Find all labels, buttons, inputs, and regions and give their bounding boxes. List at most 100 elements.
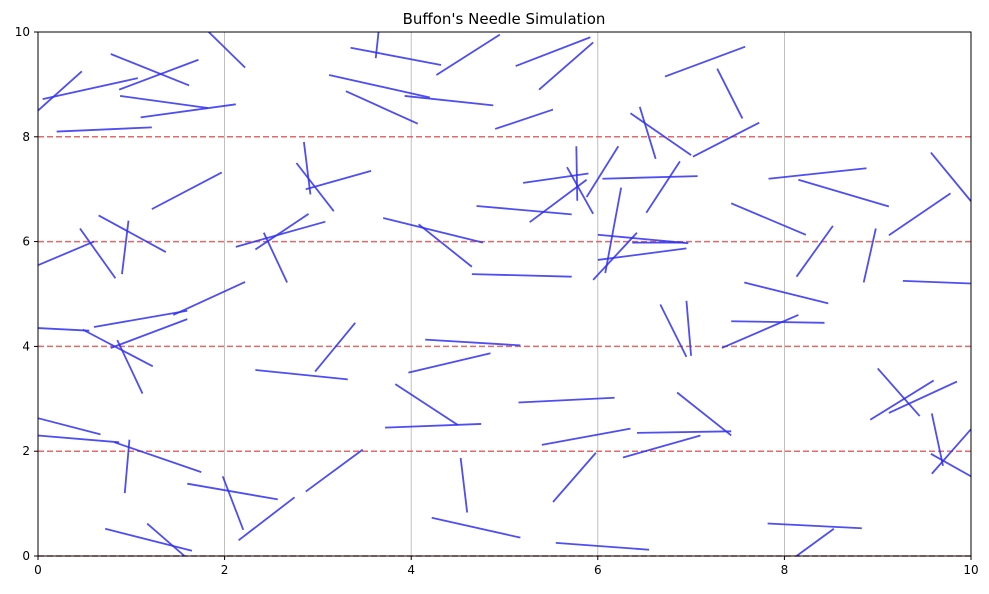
needle xyxy=(79,227,117,279)
needle xyxy=(716,68,744,119)
needle xyxy=(110,53,190,87)
needle xyxy=(140,103,236,119)
needle xyxy=(374,31,380,59)
needle xyxy=(238,496,296,541)
x-tick-label: 0 xyxy=(34,563,42,577)
needle xyxy=(235,220,326,248)
needle xyxy=(552,452,597,503)
needle xyxy=(685,300,692,356)
needle xyxy=(404,95,494,107)
needle xyxy=(123,439,131,494)
needle xyxy=(692,121,760,158)
needle xyxy=(597,233,689,245)
needle xyxy=(328,74,431,99)
x-tick-label: 2 xyxy=(221,563,229,577)
needle xyxy=(408,352,491,374)
x-tick-label: 6 xyxy=(594,563,602,577)
needle xyxy=(575,146,579,201)
needle xyxy=(431,516,521,539)
needle xyxy=(382,217,484,244)
needle xyxy=(877,367,921,417)
needle xyxy=(930,413,944,467)
needle xyxy=(305,448,364,493)
needle xyxy=(638,106,657,160)
needle xyxy=(930,453,972,478)
needle xyxy=(110,318,188,349)
x-tick-label: 4 xyxy=(407,563,415,577)
needle xyxy=(795,528,835,557)
needle xyxy=(515,36,591,67)
x-tick-label: 8 xyxy=(781,563,789,577)
needle xyxy=(538,41,594,91)
needle xyxy=(187,482,278,501)
needle xyxy=(37,240,95,267)
needle xyxy=(82,328,154,368)
y-tick-label: 10 xyxy=(15,25,30,39)
needle xyxy=(602,175,698,180)
needle xyxy=(902,280,972,285)
y-tick-label: 4 xyxy=(22,339,30,353)
needle xyxy=(541,427,631,446)
needle xyxy=(459,457,469,513)
needle xyxy=(566,166,594,215)
needle xyxy=(425,338,521,347)
needle xyxy=(494,108,554,130)
needle xyxy=(104,527,193,552)
needle xyxy=(116,339,144,394)
needle xyxy=(730,202,807,236)
needle xyxy=(869,379,935,421)
needle xyxy=(471,273,572,278)
needle xyxy=(56,126,152,133)
needle xyxy=(629,112,692,156)
needle xyxy=(555,542,650,551)
needle xyxy=(146,522,186,557)
needle xyxy=(731,320,825,324)
x-tick-label: 10 xyxy=(963,563,978,577)
needle xyxy=(314,322,356,373)
needle xyxy=(435,33,501,76)
needle xyxy=(385,423,482,429)
needle xyxy=(121,220,130,275)
needle xyxy=(930,151,972,202)
plot-frame xyxy=(37,31,972,557)
needle xyxy=(345,90,419,125)
needle xyxy=(795,225,834,278)
needle xyxy=(597,247,687,261)
needle xyxy=(744,281,829,305)
needle xyxy=(931,428,972,475)
needle xyxy=(37,327,90,332)
needle xyxy=(305,169,372,191)
needle xyxy=(418,223,473,268)
needle xyxy=(664,45,746,78)
needle xyxy=(262,232,288,283)
needle xyxy=(798,178,890,208)
needle xyxy=(645,160,681,214)
needle xyxy=(659,304,688,358)
x-axis-ticks: 0 2 4 6 8 10 xyxy=(34,556,979,577)
needle xyxy=(636,430,732,434)
y-tick-label: 2 xyxy=(22,444,30,458)
needle xyxy=(37,70,83,112)
needle xyxy=(303,141,312,195)
needle xyxy=(172,281,246,316)
needle xyxy=(93,309,188,328)
needle xyxy=(151,171,223,210)
y-axis-ticks: 0 2 4 6 8 10 xyxy=(15,25,38,563)
y-tick-label: 0 xyxy=(22,549,30,563)
vertical-grid xyxy=(224,32,785,556)
needle xyxy=(394,383,459,426)
needle xyxy=(721,314,799,349)
needle xyxy=(118,58,199,91)
needle xyxy=(350,46,442,66)
needle xyxy=(862,228,877,283)
needle xyxy=(37,434,120,444)
needle xyxy=(208,31,246,69)
needle xyxy=(767,522,862,530)
needle xyxy=(888,380,958,414)
needle xyxy=(476,205,572,216)
needle xyxy=(42,77,139,100)
needle xyxy=(518,396,615,404)
